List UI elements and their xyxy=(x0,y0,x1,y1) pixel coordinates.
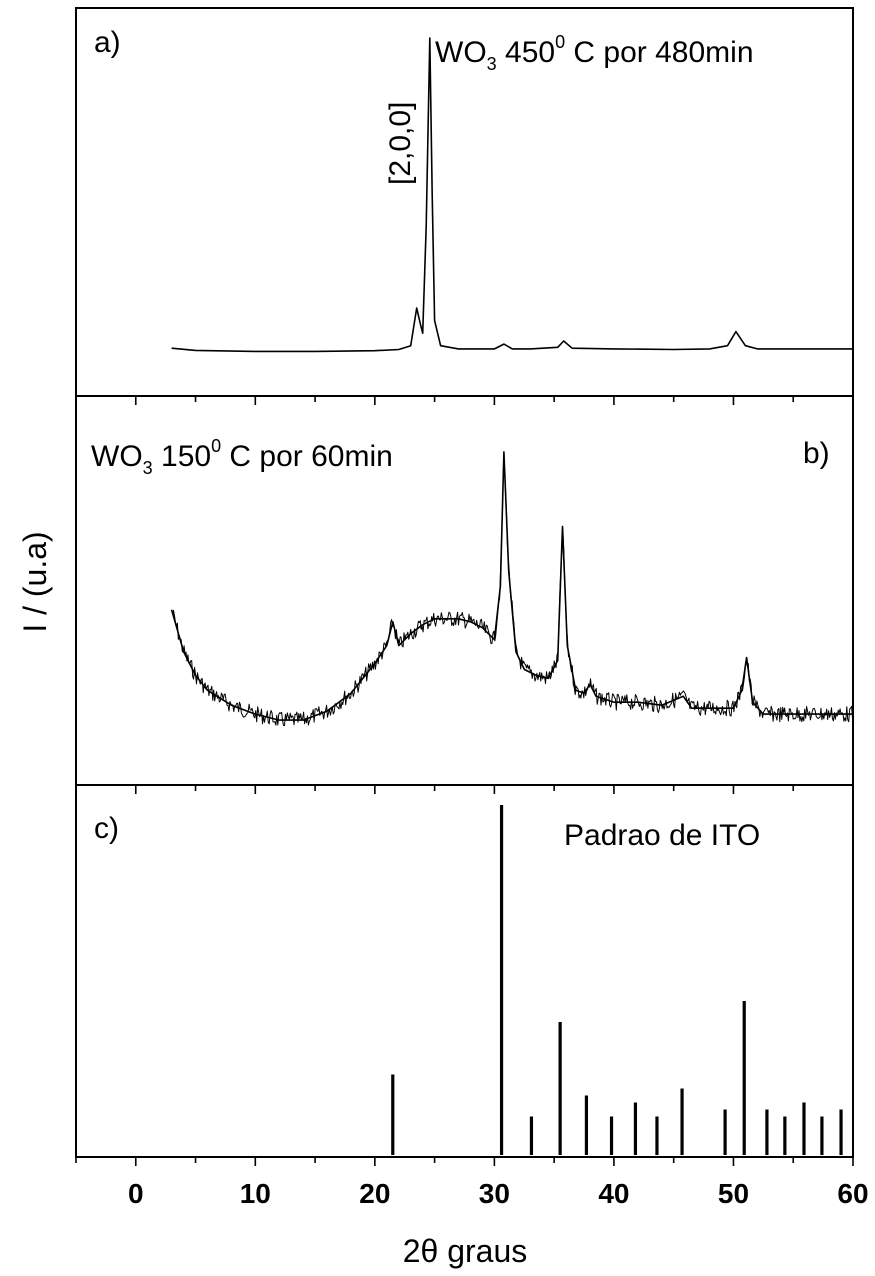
panel-b-label-tail: C por 60min xyxy=(221,440,393,473)
panel-b-data xyxy=(170,451,853,727)
x-axis-ticks xyxy=(75,396,854,1166)
x-axis-tick-labels: 0 10 20 30 40 50 60 xyxy=(128,1178,869,1209)
x-tick-label: 0 xyxy=(128,1178,144,1209)
panel-a-label: WO3 4500 C por 480min xyxy=(435,32,754,74)
panel-b-label-mid: 150 xyxy=(153,440,211,473)
panel-b-label: WO3 1500 C por 60min xyxy=(91,436,393,478)
y-axis-label: I / (u.a) xyxy=(17,531,53,632)
panel-b-label-sup: 0 xyxy=(211,436,221,456)
panel-a-label-sup: 0 xyxy=(555,32,565,52)
panel-b-trace xyxy=(170,451,853,721)
panel-a-data xyxy=(171,37,853,353)
panel-a-label-main: WO xyxy=(435,36,487,69)
x-tick-label: 10 xyxy=(240,1178,271,1209)
x-tick-label: 40 xyxy=(598,1178,629,1209)
x-tick-label: 60 xyxy=(837,1178,868,1209)
panel-a-label-tail: C por 480min xyxy=(565,36,753,69)
x-tick-label: 20 xyxy=(359,1178,390,1209)
panel-c-data xyxy=(391,805,843,1155)
x-axis-label: 2θ graus xyxy=(403,1233,528,1269)
panel-a-tag: a) xyxy=(94,26,121,59)
panel-b-tag: b) xyxy=(803,437,830,470)
panel-c-label: Padrao de ITO xyxy=(564,819,760,852)
panel-a-label-sub: 3 xyxy=(487,54,497,74)
panel-c-frame xyxy=(75,784,854,1158)
panel-b-label-main: WO xyxy=(91,440,143,473)
panel-b-label-sub: 3 xyxy=(143,458,153,478)
panel-c-tag: c) xyxy=(94,812,119,845)
panel-a-trace xyxy=(171,37,853,353)
peak-annotation: [2,0,0] xyxy=(384,102,417,185)
x-tick-label: 50 xyxy=(718,1178,749,1209)
x-tick-label: 30 xyxy=(479,1178,510,1209)
panel-a-label-mid: 450 xyxy=(497,36,555,69)
